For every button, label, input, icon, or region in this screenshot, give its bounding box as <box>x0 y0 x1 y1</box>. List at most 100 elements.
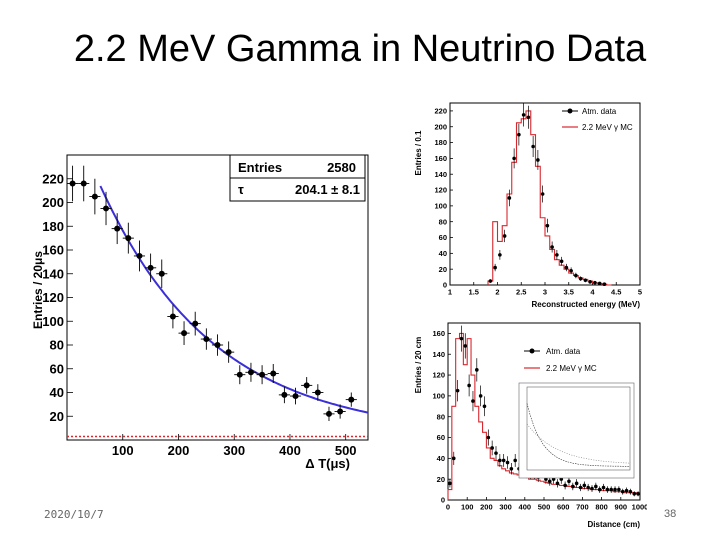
stats-entries-value: 2580 <box>327 160 356 175</box>
dt-data-point <box>337 408 344 415</box>
dt-y-tick-label: 60 <box>50 361 64 376</box>
distance-data-point <box>624 488 629 493</box>
energy-data-point <box>507 196 512 200</box>
energy-data-point <box>597 281 602 286</box>
energy-y-tick-label: 120 <box>434 186 447 195</box>
energy-x-tick-label: 1 <box>448 288 452 297</box>
energy-data-point <box>583 278 588 283</box>
slide-title: 2.2 MeV Gamma in Neutrino Data <box>73 28 647 70</box>
energy-y-tick-label: 60 <box>439 233 447 242</box>
energy-data-point <box>559 259 564 264</box>
dt-data-point <box>325 410 332 417</box>
dt-x-tick-label: 100 <box>112 443 134 458</box>
dt-data-point <box>91 193 98 200</box>
dt-data-point <box>348 396 355 403</box>
dt-data-point <box>225 349 232 356</box>
distance-data-point <box>501 458 506 463</box>
distance-data-point <box>475 368 479 372</box>
distance-x-tick-label: 100 <box>461 503 474 512</box>
dt-data-point <box>125 235 132 242</box>
slide-page-number: 38 <box>664 508 677 520</box>
inset-plot <box>518 382 635 479</box>
dt-data-point <box>181 330 188 337</box>
energy-data-point <box>574 273 578 278</box>
energy-y-tick-label: 0 <box>443 281 447 290</box>
energy-data-point <box>578 276 583 281</box>
distance-data-point <box>617 487 621 492</box>
dt-data-point <box>80 180 87 187</box>
dt-y-tick-label: 20 <box>50 409 64 424</box>
energy-data-point <box>588 280 592 284</box>
distance-data-point <box>613 487 617 492</box>
distance-legend-data: Atm. data <box>546 347 581 356</box>
distance-data-point <box>509 466 514 471</box>
dt-data-point <box>259 371 266 378</box>
energy-data-point <box>517 132 521 137</box>
distance-data-point <box>632 491 637 496</box>
dt-data-point <box>292 393 299 400</box>
dt-x-tick-label: 300 <box>223 443 245 458</box>
distance-y-tick-label: 120 <box>432 371 445 380</box>
energy-y-tick-label: 140 <box>434 170 447 179</box>
energy-y-tick-label: 20 <box>439 265 447 274</box>
dt-x-tick-label: 400 <box>279 443 301 458</box>
distance-data-point <box>609 487 613 492</box>
distance-data-point <box>571 484 575 489</box>
distance-data-point <box>486 435 491 440</box>
distance-data-point <box>620 489 625 494</box>
distance-x-tick-label: 0 <box>446 503 450 512</box>
distance-y-tick-label: 40 <box>437 454 445 463</box>
dt-y-tick-label: 40 <box>50 385 64 400</box>
energy-x-tick-label: 5 <box>638 288 642 297</box>
dt-data-point <box>203 336 210 343</box>
distance-data-point <box>578 485 583 490</box>
distance-data-point <box>471 399 475 403</box>
energy-chart-panel: 1 1.5 2 2.5 3 3.5 4 4.5 5 0 20 40 60 80 100 120 140 160 18… <box>412 95 647 310</box>
distance-legend-mc: 2.2 MeV γ MC <box>546 364 597 373</box>
energy-data-point <box>531 144 535 149</box>
distance-chart-panel: 0 100 200 300 400 500 600 700 800 900 1000 0 20 40 60 8… <box>412 315 648 530</box>
energy-data-point <box>493 265 497 270</box>
dt-y-tick-label: 200 <box>42 195 64 210</box>
energy-data-point <box>512 156 516 161</box>
energy-data-point <box>555 253 559 257</box>
energy-data-point <box>550 245 554 249</box>
energy-data-point <box>602 282 607 287</box>
energy-data-point <box>564 265 569 270</box>
dt-data-point <box>136 252 143 259</box>
distance-data-point <box>467 383 471 388</box>
energy-data-point <box>569 268 573 273</box>
energy-data-point <box>526 115 531 120</box>
distance-data-point <box>597 487 602 492</box>
energy-data-point <box>488 279 493 283</box>
dt-data-point <box>69 180 76 187</box>
distance-data-point <box>498 458 502 463</box>
energy-data-point <box>521 113 526 117</box>
energy-y-axis-label: Entries / 0.1 <box>414 130 423 175</box>
dt-y-tick-label: 100 <box>42 314 64 329</box>
distance-data-point <box>547 479 552 484</box>
energy-data-point <box>536 158 540 162</box>
distance-data-point <box>605 487 610 492</box>
energy-legend-data: Atm. data <box>582 107 617 116</box>
dt-y-tick-label: 140 <box>42 266 64 281</box>
distance-y-tick-label: 20 <box>437 475 445 484</box>
distance-data-point <box>478 394 483 398</box>
energy-x-tick-label: 1.5 <box>469 288 479 297</box>
energy-x-tick-label: 2 <box>495 288 499 297</box>
distance-x-tick-label: 400 <box>519 503 532 512</box>
distance-y-tick-label: 60 <box>437 433 445 442</box>
inset-frame <box>526 386 631 471</box>
energy-x-tick-label: 2.5 <box>516 288 526 297</box>
distance-data-point <box>636 491 640 496</box>
distance-x-tick-label: 800 <box>595 503 608 512</box>
dt-x-axis-label: Δ T(μs) <box>305 456 350 471</box>
energy-x-tick-label: 4.5 <box>611 288 621 297</box>
dt-data-point <box>314 389 321 396</box>
energy-data-point <box>502 234 507 238</box>
distance-x-tick-label: 500 <box>538 503 551 512</box>
dt-chart: 100 200 300 400 500 20 40 60 80 100 120 140 160 180 20… <box>31 154 369 471</box>
energy-y-tick-label: 100 <box>434 201 447 210</box>
stats-entries-label: Entries <box>238 160 282 175</box>
energy-y-tick-label: 160 <box>434 154 447 163</box>
